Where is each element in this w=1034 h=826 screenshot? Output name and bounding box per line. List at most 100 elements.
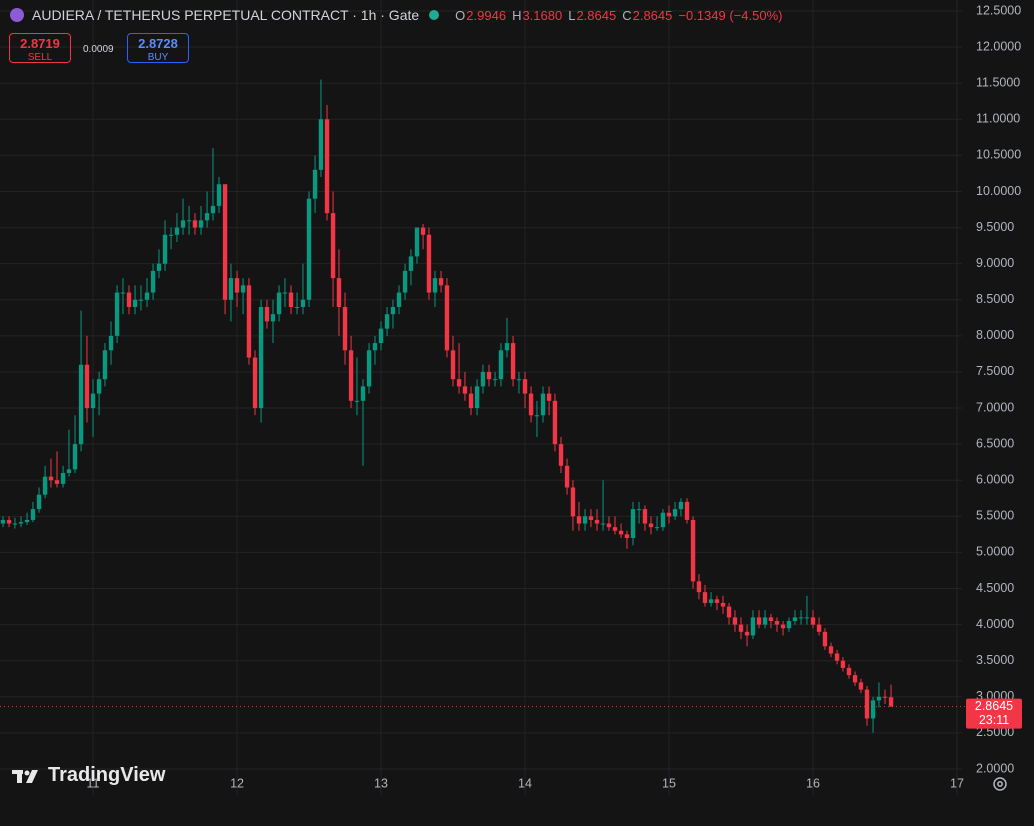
candle-body	[0, 519, 6, 524]
candle-body	[186, 220, 192, 222]
candle-body	[468, 393, 474, 409]
candle-body	[552, 400, 558, 445]
sell-price: 2.8719	[20, 36, 60, 51]
y-tick-label: 5.5000	[976, 509, 1014, 523]
candle-body	[546, 393, 552, 401]
candle-body	[654, 527, 660, 529]
candle-body	[702, 592, 708, 603]
candle-body	[534, 415, 540, 417]
candle-body	[834, 653, 840, 661]
candle-body	[588, 516, 594, 520]
last-price-box	[966, 698, 1022, 729]
candle-body	[420, 227, 426, 235]
header: AUDIERA / TETHERUS PERPETUAL CONTRACT · …	[10, 7, 782, 23]
candle-body	[348, 350, 354, 401]
y-tick-label: 6.5000	[976, 436, 1014, 450]
candle-body	[426, 234, 432, 293]
candle-body	[618, 530, 624, 535]
y-tick-label: 10.5000	[976, 148, 1021, 162]
x-tick-label: 16	[806, 776, 820, 790]
candle-body	[216, 184, 222, 206]
candle-body	[402, 270, 408, 293]
y-tick-label: 2.0000	[976, 761, 1014, 775]
candle-body	[480, 371, 486, 387]
x-tick-label: 12	[230, 776, 244, 790]
settings-icon[interactable]	[993, 777, 1007, 791]
candle-body	[660, 512, 666, 528]
candle-body	[144, 292, 150, 300]
candle-body	[96, 379, 102, 394]
last-price-label: 2.8645	[975, 699, 1013, 713]
candle-body	[240, 285, 246, 293]
candle-body	[768, 617, 774, 622]
y-tick-label: 12.0000	[976, 39, 1021, 53]
candle-body	[54, 480, 60, 484]
candle-body	[276, 292, 282, 315]
sell-button[interactable]: 2.8719 SELL	[9, 33, 71, 63]
candle-body	[474, 386, 480, 409]
sell-label: SELL	[27, 52, 53, 63]
candle-body	[126, 292, 132, 307]
candle-body	[114, 292, 120, 336]
candle-body	[90, 393, 96, 409]
candle-body	[498, 350, 504, 380]
candle-body	[396, 292, 402, 307]
candle-body	[192, 220, 198, 228]
candle-body	[876, 696, 882, 701]
candle-body	[792, 617, 798, 622]
candle-body	[66, 469, 72, 474]
candle-body	[222, 184, 228, 300]
legend-value: 3.1680	[522, 7, 563, 23]
candle-body	[390, 306, 396, 315]
y-tick-label: 4.5000	[976, 581, 1014, 595]
candle-body	[522, 379, 528, 394]
candle-body	[162, 234, 168, 264]
candle-body	[684, 501, 690, 520]
candle-body	[444, 285, 450, 351]
candle-body	[828, 646, 834, 654]
candle-body	[750, 617, 756, 636]
candle-body	[12, 523, 18, 525]
candle-body	[714, 599, 720, 603]
candle-body	[168, 234, 174, 236]
candle-body	[816, 624, 822, 632]
legend-key: C	[622, 7, 632, 23]
candle-body	[762, 617, 768, 625]
candle-body	[612, 527, 618, 531]
candle-body	[264, 306, 270, 322]
candle-body	[36, 494, 42, 510]
candle-body	[642, 509, 648, 524]
candle-body	[312, 169, 318, 199]
candle-body	[18, 522, 24, 524]
legend-value: 2.8645	[632, 7, 673, 23]
buy-button[interactable]: 2.8728 BUY	[127, 33, 189, 63]
watermark-text: TradingView	[48, 764, 166, 786]
candle-body	[78, 364, 84, 445]
candle-body	[738, 624, 744, 632]
candle-body	[336, 278, 342, 307]
candle-body	[30, 509, 36, 520]
candle-body	[690, 519, 696, 582]
candle-body	[150, 270, 156, 293]
candle-body	[378, 328, 384, 344]
y-tick-label: 9.0000	[976, 256, 1014, 270]
y-tick-label: 5.0000	[976, 545, 1014, 559]
y-tick-label: 8.0000	[976, 328, 1014, 342]
buy-price: 2.8728	[138, 36, 178, 51]
candle-body	[882, 696, 888, 698]
candle-body	[492, 379, 498, 381]
candle-body	[414, 227, 420, 257]
y-tick-label: 4.0000	[976, 617, 1014, 631]
candle-body	[228, 278, 234, 300]
candle-body	[204, 213, 210, 221]
y-tick-label: 11.5000	[976, 75, 1020, 89]
candle-body	[510, 343, 516, 380]
y-tick-label: 12.5000	[976, 3, 1021, 17]
candle-body	[138, 299, 144, 301]
candle-body	[180, 220, 186, 228]
candle-body	[234, 278, 240, 293]
candle-body	[270, 314, 276, 322]
candle-body	[528, 393, 534, 416]
